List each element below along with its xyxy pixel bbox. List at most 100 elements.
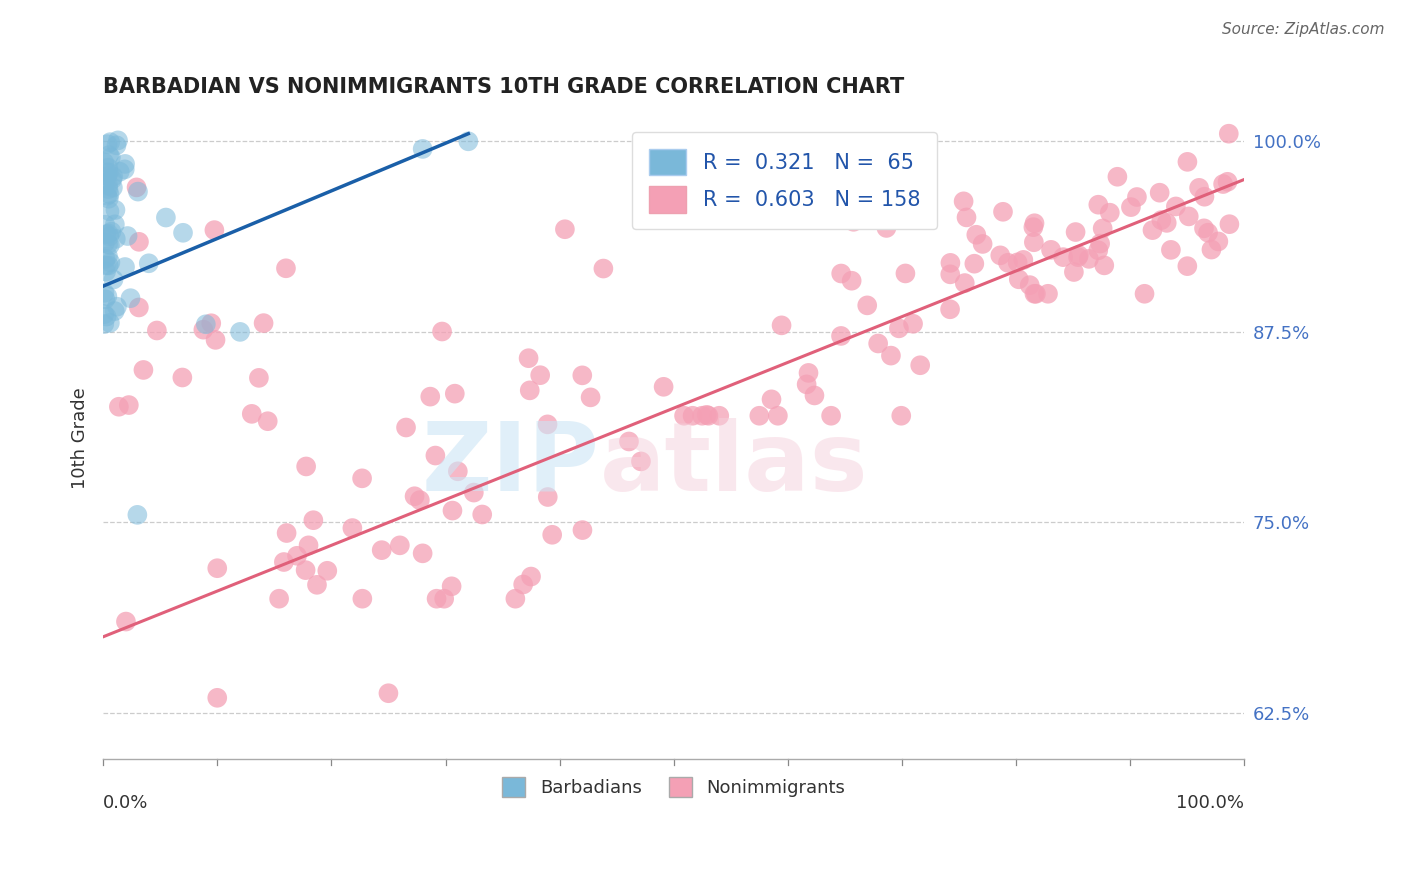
Point bbox=[433, 591, 456, 606]
Point bbox=[125, 180, 148, 194]
Point bbox=[447, 464, 470, 478]
Point bbox=[276, 526, 298, 541]
Point bbox=[901, 317, 924, 331]
Point bbox=[1142, 223, 1164, 237]
Point bbox=[104, 304, 127, 318]
Point bbox=[1126, 190, 1149, 204]
Point bbox=[103, 272, 125, 286]
Point bbox=[1164, 199, 1187, 213]
Point bbox=[972, 236, 994, 251]
Point bbox=[1208, 235, 1230, 249]
Point bbox=[101, 172, 124, 186]
Point bbox=[352, 591, 374, 606]
Point bbox=[430, 325, 453, 339]
Point bbox=[98, 187, 121, 202]
Point bbox=[97, 237, 120, 252]
Point bbox=[412, 142, 434, 156]
Point bbox=[1177, 210, 1199, 224]
Point bbox=[100, 225, 122, 239]
Point bbox=[425, 591, 447, 606]
Point bbox=[571, 368, 593, 383]
Point bbox=[316, 564, 339, 578]
Point bbox=[204, 333, 226, 347]
Text: Source: ZipAtlas.com: Source: ZipAtlas.com bbox=[1222, 22, 1385, 37]
Point bbox=[1022, 220, 1045, 235]
Point bbox=[1024, 286, 1046, 301]
Point bbox=[377, 686, 399, 700]
Point bbox=[592, 261, 614, 276]
Point bbox=[105, 138, 128, 153]
Point bbox=[155, 211, 177, 225]
Point bbox=[96, 169, 118, 183]
Point bbox=[1052, 250, 1074, 264]
Point bbox=[856, 298, 879, 312]
Text: atlas: atlas bbox=[599, 417, 868, 511]
Point bbox=[652, 380, 675, 394]
Point bbox=[97, 192, 120, 206]
Point bbox=[256, 414, 278, 428]
Point bbox=[104, 202, 127, 217]
Point bbox=[875, 221, 897, 235]
Point bbox=[440, 579, 463, 593]
Point bbox=[98, 229, 121, 244]
Point bbox=[443, 386, 465, 401]
Point bbox=[1067, 250, 1090, 264]
Point bbox=[939, 268, 962, 282]
Point bbox=[1036, 286, 1059, 301]
Point bbox=[93, 307, 115, 321]
Point bbox=[952, 194, 974, 209]
Point bbox=[98, 135, 121, 149]
Point bbox=[193, 323, 215, 337]
Point bbox=[108, 400, 131, 414]
Point bbox=[96, 289, 118, 303]
Point bbox=[761, 392, 783, 407]
Point bbox=[97, 178, 120, 193]
Point bbox=[965, 227, 987, 242]
Point bbox=[748, 409, 770, 423]
Point bbox=[1150, 213, 1173, 227]
Point bbox=[697, 409, 720, 423]
Point bbox=[766, 409, 789, 423]
Point bbox=[132, 363, 155, 377]
Point bbox=[1133, 286, 1156, 301]
Point bbox=[519, 384, 541, 398]
Point bbox=[441, 503, 464, 517]
Point bbox=[108, 165, 131, 179]
Point bbox=[512, 577, 534, 591]
Point bbox=[295, 459, 318, 474]
Point bbox=[696, 408, 718, 422]
Point bbox=[1160, 243, 1182, 257]
Point bbox=[1092, 258, 1115, 272]
Point bbox=[419, 390, 441, 404]
Point bbox=[97, 227, 120, 241]
Point bbox=[1192, 221, 1215, 235]
Point bbox=[1098, 205, 1121, 219]
Point bbox=[1087, 244, 1109, 258]
Point bbox=[1218, 217, 1240, 231]
Point bbox=[1008, 272, 1031, 286]
Point bbox=[96, 137, 118, 152]
Point bbox=[520, 569, 543, 583]
Point bbox=[128, 301, 150, 315]
Point bbox=[991, 204, 1014, 219]
Point bbox=[797, 366, 820, 380]
Point bbox=[1040, 243, 1063, 257]
Point bbox=[1197, 226, 1219, 240]
Point bbox=[194, 318, 217, 332]
Point bbox=[841, 274, 863, 288]
Point bbox=[114, 157, 136, 171]
Point bbox=[1149, 186, 1171, 200]
Point bbox=[890, 409, 912, 423]
Point bbox=[96, 227, 118, 242]
Point bbox=[96, 188, 118, 202]
Point bbox=[229, 325, 252, 339]
Point bbox=[94, 264, 117, 278]
Point bbox=[388, 538, 411, 552]
Point bbox=[953, 276, 976, 290]
Point bbox=[172, 226, 194, 240]
Point bbox=[97, 259, 120, 273]
Point bbox=[404, 489, 426, 503]
Point bbox=[1177, 154, 1199, 169]
Point bbox=[274, 261, 297, 276]
Point bbox=[709, 409, 731, 423]
